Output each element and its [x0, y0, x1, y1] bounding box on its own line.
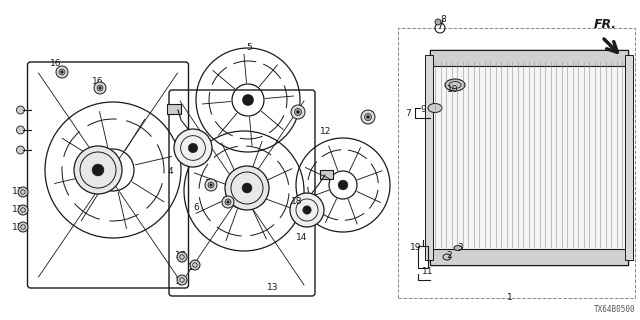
Ellipse shape	[428, 103, 442, 113]
Circle shape	[94, 82, 106, 94]
Circle shape	[237, 185, 250, 197]
Circle shape	[18, 222, 28, 232]
Text: 2: 2	[446, 252, 452, 260]
Text: 19: 19	[410, 243, 422, 252]
Ellipse shape	[454, 245, 462, 251]
Text: 18: 18	[291, 197, 303, 206]
Ellipse shape	[445, 79, 465, 91]
Text: TX64B0500: TX64B0500	[595, 305, 636, 314]
Circle shape	[17, 126, 24, 134]
Ellipse shape	[443, 254, 451, 260]
Circle shape	[106, 163, 120, 177]
Text: 15: 15	[292, 107, 304, 116]
Circle shape	[174, 129, 212, 167]
Text: 17: 17	[12, 223, 24, 233]
Circle shape	[303, 206, 311, 214]
Circle shape	[290, 193, 324, 227]
Text: 16: 16	[205, 180, 217, 188]
Circle shape	[243, 94, 253, 106]
Text: 12: 12	[320, 127, 332, 137]
Circle shape	[190, 260, 200, 270]
Circle shape	[365, 114, 371, 121]
Circle shape	[97, 85, 103, 91]
Text: 1: 1	[507, 293, 513, 302]
Text: 6: 6	[193, 204, 199, 212]
Text: FR.: FR.	[593, 18, 616, 31]
Circle shape	[296, 111, 300, 113]
Text: 17: 17	[188, 263, 200, 273]
Bar	[430, 50, 628, 66]
Circle shape	[99, 87, 101, 89]
Circle shape	[210, 184, 212, 186]
FancyBboxPatch shape	[320, 170, 333, 179]
Circle shape	[92, 164, 104, 176]
Circle shape	[188, 143, 198, 153]
Text: 17: 17	[175, 252, 187, 260]
Bar	[418, 246, 428, 268]
Text: 17: 17	[12, 205, 24, 214]
Bar	[430, 50, 628, 265]
Bar	[625, 55, 633, 260]
Text: 13: 13	[268, 284, 279, 292]
Text: 4: 4	[167, 167, 173, 177]
Circle shape	[18, 205, 28, 215]
Text: 7: 7	[405, 108, 411, 117]
Circle shape	[208, 182, 214, 188]
Text: 16: 16	[222, 196, 234, 205]
Circle shape	[294, 108, 301, 116]
Circle shape	[18, 187, 28, 197]
Circle shape	[17, 146, 24, 154]
Text: 9: 9	[420, 106, 426, 115]
Text: 16: 16	[51, 59, 61, 68]
Circle shape	[225, 199, 231, 205]
Text: 15: 15	[364, 111, 376, 121]
Circle shape	[225, 166, 269, 210]
Circle shape	[61, 71, 63, 73]
Circle shape	[205, 179, 217, 191]
Text: 5: 5	[246, 44, 252, 52]
Circle shape	[227, 201, 229, 203]
Circle shape	[222, 196, 234, 208]
Circle shape	[74, 146, 122, 194]
Text: 3: 3	[457, 243, 463, 252]
FancyBboxPatch shape	[167, 104, 181, 114]
Circle shape	[17, 106, 24, 114]
Circle shape	[435, 19, 441, 25]
Circle shape	[59, 69, 65, 75]
Circle shape	[367, 116, 369, 118]
Text: 17: 17	[175, 277, 187, 286]
Circle shape	[361, 110, 375, 124]
Text: 16: 16	[92, 77, 104, 86]
Bar	[425, 55, 433, 260]
Circle shape	[338, 180, 348, 190]
Text: 10: 10	[447, 85, 459, 94]
Circle shape	[242, 183, 252, 193]
Text: 8: 8	[440, 15, 446, 25]
Circle shape	[291, 105, 305, 119]
Circle shape	[177, 275, 187, 285]
Text: 17: 17	[12, 187, 24, 196]
Text: 11: 11	[422, 268, 434, 276]
Text: 14: 14	[296, 233, 308, 242]
Bar	[430, 249, 628, 265]
Circle shape	[177, 252, 187, 262]
Bar	[398, 28, 635, 298]
Circle shape	[56, 66, 68, 78]
